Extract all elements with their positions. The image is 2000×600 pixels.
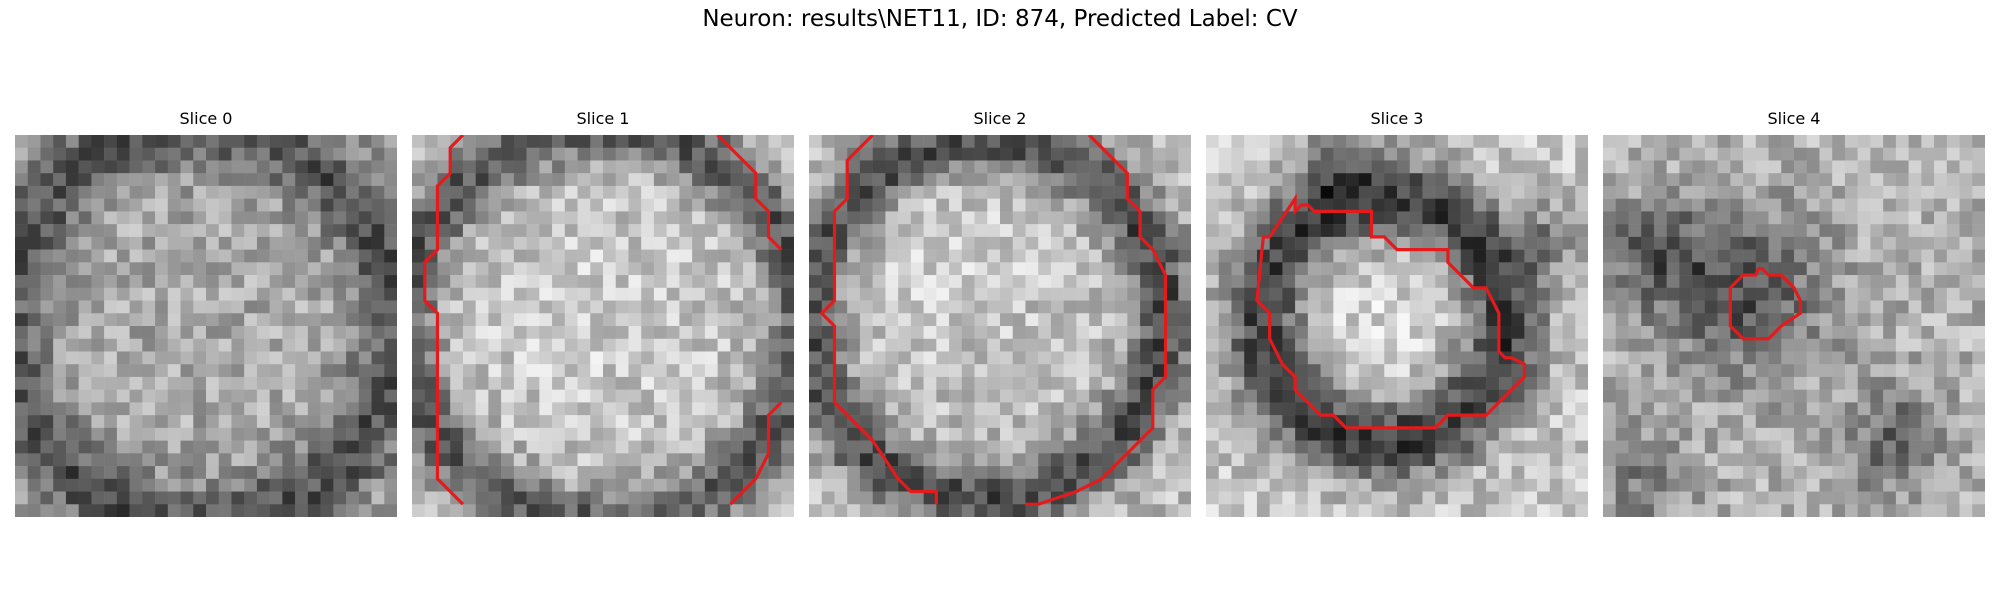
slice-image-0 [15,135,397,517]
segmentation-contour [423,135,465,506]
slice-image-3 [1206,135,1588,517]
slice-panel-3: Slice 3 [1206,108,1588,517]
pixel-grid [412,135,794,517]
slice-image-4 [1603,135,1985,517]
slice-title-3: Slice 3 [1370,109,1424,128]
slice-title-2: Slice 2 [973,109,1027,128]
slice-title-0: Slice 0 [179,109,233,128]
segmentation-contour [729,401,783,506]
segmentation-contour [1255,193,1526,430]
pixel-grid [15,135,397,517]
segmentation-contour [1728,267,1802,341]
segmentation-contour [716,135,783,251]
slice-panel-1: Slice 1 [412,108,794,517]
figure-title: Neuron: results\NET11, ID: 874, Predicte… [702,6,1298,32]
slice-image-1 [412,135,794,517]
slice-panel-0: Slice 0 [15,108,397,517]
slice-title-1: Slice 1 [576,109,630,128]
segmentation-contour [819,135,938,505]
slice-image-2 [809,135,1191,517]
slice-panel-4: Slice 4 [1603,108,1985,517]
pixel-grid [1206,135,1588,517]
pixel-grid [1603,135,1985,517]
pixel-grid [809,135,1191,517]
slice-title-4: Slice 4 [1767,109,1821,128]
slice-panel-2: Slice 2 [809,108,1191,517]
segmentation-contour [1025,135,1168,506]
